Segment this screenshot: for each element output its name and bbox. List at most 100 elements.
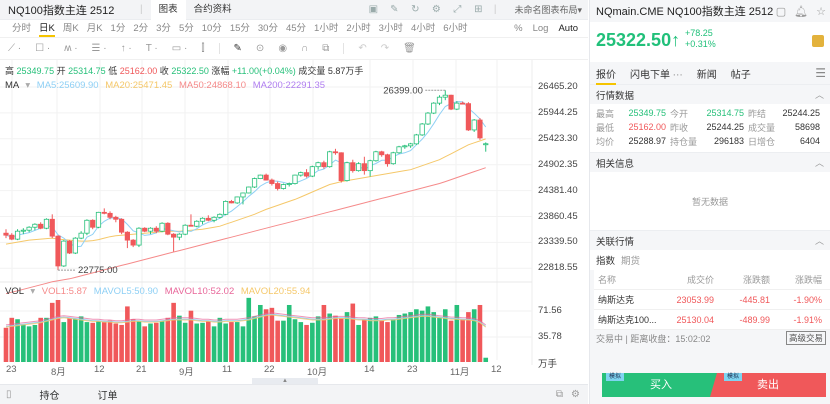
tab-chart[interactable]: 图表 — [150, 0, 186, 20]
period-10[interactable]: 30分 — [257, 22, 278, 34]
arrow-tool-icon[interactable]: ↑ · — [120, 43, 132, 54]
ma20-value: MA20:25471.45 — [105, 80, 173, 91]
period-11[interactable]: 45分 — [285, 22, 307, 34]
instrument-name: NQmain.CME NQ100指数主连 2512 — [596, 6, 774, 18]
menu-icon[interactable]: ☰ — [815, 66, 826, 80]
vol1-value: VOL1:5.87 — [41, 286, 88, 297]
measure-tool-icon[interactable]: ⫿ — [201, 43, 205, 54]
tab-contract-info[interactable]: 合约资料 — [193, 3, 232, 15]
quote-tabs: 报价 闪电下单 ⋯ 新闻 帖子 ☰ — [590, 62, 830, 85]
settings-icon[interactable]: ⚙ — [431, 4, 441, 15]
cell-change: -445.81 — [739, 294, 770, 305]
settings-icon[interactable]: ⚙ — [571, 389, 580, 400]
high-value: 25349.75 — [16, 66, 55, 76]
tab-quote[interactable]: 报价 — [596, 66, 616, 85]
chart-header: NQ100指数主连 2512 | 图表 合约资料 ▣ ✎ ↻ ⚙ ⤢ ⊞ | 未… — [0, 0, 588, 20]
undo-icon[interactable]: ↶ — [358, 43, 367, 54]
change-value: +11.00(+0.04%) — [231, 66, 296, 76]
layout-select[interactable]: 未命名图表布局▾ — [514, 5, 582, 15]
text-tool-icon[interactable]: T · — [145, 43, 158, 54]
layout-grid-icon[interactable]: ⊞ — [474, 4, 483, 15]
pattern-tool-icon[interactable]: ʍ · — [64, 43, 78, 54]
magnet-icon[interactable]: ∩ — [301, 43, 309, 54]
divider: | — [140, 4, 143, 15]
period-9[interactable]: 15分 — [229, 22, 250, 34]
trading-status: 交易中 | 距离收盘：15:02:02 高级交易 — [590, 330, 830, 346]
period-5[interactable]: 2分 — [133, 22, 149, 34]
section-title: 相关信息 — [596, 158, 635, 170]
period-3[interactable]: 月K — [86, 22, 103, 34]
line-tool-icon[interactable]: ⟋ · — [8, 43, 22, 54]
tab-futures[interactable]: 期货 — [621, 256, 641, 267]
tab-positions[interactable]: 持仓 — [39, 391, 60, 402]
col-change-pct[interactable]: 涨跌幅 — [794, 275, 822, 285]
dropdown-icon[interactable]: ▾ — [30, 286, 36, 297]
high-label: 高 — [5, 66, 15, 76]
refresh-icon[interactable]: ↻ — [411, 4, 420, 15]
last-price: 25322.50↑ — [596, 30, 680, 51]
period-8[interactable]: 10分 — [201, 22, 222, 34]
fib-tool-icon[interactable]: ☰ · — [91, 43, 107, 54]
redo-icon[interactable]: ↷ — [380, 43, 390, 54]
trash-icon[interactable]: 🗑 — [403, 43, 416, 54]
panel-expand-handle[interactable]: ▲ — [252, 378, 318, 384]
edit-icon[interactable]: ✎ — [390, 4, 399, 15]
tab-posts[interactable]: 帖子 — [730, 69, 751, 81]
col-price[interactable]: 成交价 — [686, 275, 714, 285]
market-data-table: 最高 25349.75 今开 25314.75 昨结 25244.25 最低 25162.00… — [590, 104, 830, 152]
section-header-market-data[interactable]: 行情数据 ︿ — [590, 84, 830, 104]
section-title: 行情数据 — [596, 90, 635, 102]
period-2[interactable]: 周K — [62, 22, 79, 34]
candlestick-chart[interactable]: 26399.00 22775.00 — [0, 60, 588, 380]
period-1[interactable]: 日K — [35, 20, 59, 38]
indicator-icon[interactable]: ▣ — [368, 4, 379, 15]
period-7[interactable]: 5分 — [178, 22, 194, 34]
col-change[interactable]: 涨跌额 — [742, 275, 770, 285]
period-16[interactable]: 6小时 — [443, 22, 468, 34]
table-row[interactable]: 纳斯达克100... 25130.04 -489.99 -1.91% — [594, 310, 830, 330]
rect-tool-icon[interactable]: ☐ · — [35, 43, 51, 54]
period-14[interactable]: 3小时 — [378, 22, 403, 34]
pen-icon[interactable]: ✎ — [233, 43, 242, 54]
tab-orders[interactable]: 订单 — [97, 391, 118, 402]
tab-flash-order-label: 闪电下单 — [630, 69, 670, 81]
scale-option-1[interactable]: Log — [532, 23, 549, 34]
bookmark-icon[interactable]: ▢ — [775, 5, 787, 18]
scale-option-2[interactable]: Auto — [558, 23, 578, 34]
period-15[interactable]: 4小时 — [410, 22, 436, 34]
scale-option-0[interactable]: % — [514, 23, 523, 34]
vol-label[interactable]: VOL — [5, 286, 24, 297]
eye-icon[interactable]: ◉ — [278, 43, 288, 54]
fullscreen-icon[interactable]: ⤢ — [453, 4, 462, 15]
ma-label[interactable]: MA — [5, 80, 19, 91]
col-name[interactable]: 名称 — [598, 275, 617, 285]
date-axis-label: 11月 — [450, 367, 470, 378]
dropdown-icon[interactable]: ▾ — [25, 80, 31, 91]
table-row[interactable]: 纳斯达克 23053.99 -445.81 -1.90% — [594, 290, 830, 310]
tab-news[interactable]: 新闻 — [696, 69, 717, 81]
field-value: 25288.97 — [628, 136, 666, 146]
section-header-related-info[interactable]: 相关信息 ︿ — [590, 152, 830, 172]
advanced-trade-button[interactable]: 高级交易 — [785, 331, 826, 345]
star-icon[interactable]: ☆ — [816, 5, 826, 18]
tab-index[interactable]: 指数 — [596, 256, 616, 267]
popout-icon[interactable]: ⧉ — [555, 389, 564, 400]
bell-icon[interactable]: 🔔︎ — [794, 5, 809, 18]
field-value: 25349.75 — [628, 108, 666, 118]
section-header-related-quotes[interactable]: 关联行情 ︿ — [590, 230, 830, 250]
period-13[interactable]: 2小时 — [346, 22, 371, 34]
divider — [343, 43, 345, 54]
tab-flash-order[interactable]: 闪电下单 ⋯ — [630, 66, 683, 81]
note-tool-icon[interactable]: ▭ · — [171, 43, 188, 54]
clock-icon[interactable] — [812, 35, 824, 47]
clone-icon[interactable]: ⧉ — [322, 43, 330, 54]
period-6[interactable]: 3分 — [156, 22, 171, 34]
period-0[interactable]: 分时 — [12, 22, 32, 34]
period-12[interactable]: 1小时 — [314, 22, 339, 34]
field-value: 6404 — [799, 136, 820, 146]
field-label: 均价 — [596, 136, 615, 147]
sidebar-toggle-icon[interactable]: ▯ — [6, 389, 12, 400]
last-price-value: 25322.50 — [596, 30, 672, 50]
period-4[interactable]: 1分 — [110, 22, 126, 34]
lock-icon[interactable]: ⊙ — [255, 43, 265, 54]
